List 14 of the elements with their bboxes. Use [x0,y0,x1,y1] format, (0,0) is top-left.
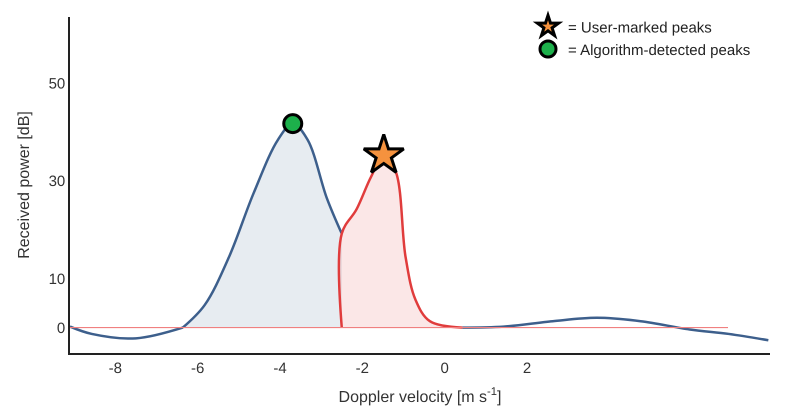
x-axis-title: Doppler velocity [m s$^{-1}$] [338,386,502,406]
x-tick-label: -4 [273,360,287,377]
x-tick-label: -8 [108,360,122,377]
y-tick-label: 50 [48,75,66,92]
x-tick-label: -2 [356,360,370,377]
x-tick-label: 0 [440,360,449,377]
y-tick-label: 10 [48,270,66,288]
x-tick-label: -6 [190,360,204,377]
y-tick-label: 30 [48,173,66,190]
legend-label: = Algorithm-detected peaks [568,42,750,59]
x-tick-label: 2 [522,360,532,377]
y-axis-title: Received power [dB] [16,111,33,259]
legend-label: = User-marked peaks [568,19,712,36]
y-tick-label: 0 [56,320,66,337]
